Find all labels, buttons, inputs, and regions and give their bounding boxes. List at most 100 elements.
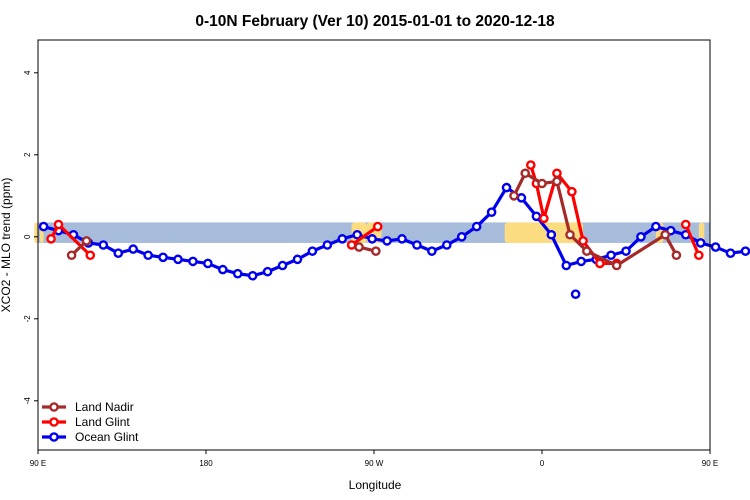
data-point <box>501 182 512 193</box>
data-point <box>552 176 562 187</box>
series-ocean-glint <box>38 182 750 300</box>
data-point <box>520 168 531 179</box>
series-segment <box>585 249 619 268</box>
x-tick-label: 90 W <box>365 459 384 468</box>
data-point <box>471 221 482 232</box>
y-tick-label: 4 <box>23 70 32 75</box>
data-point <box>217 264 228 275</box>
data-point <box>98 240 109 250</box>
data-point <box>337 234 348 244</box>
data-point <box>173 254 183 265</box>
data-point <box>456 231 467 242</box>
data-point <box>322 240 333 250</box>
chart-title: 0-10N February (Ver 10) 2015-01-01 to 20… <box>195 13 555 30</box>
legend-marker <box>49 402 59 412</box>
data-point <box>680 219 691 230</box>
land-region <box>698 222 705 243</box>
data-point <box>567 186 577 197</box>
legend-marker <box>49 417 59 427</box>
data-point <box>354 242 364 252</box>
data-point <box>740 246 750 256</box>
plot-frame <box>37 39 711 451</box>
data-point <box>372 221 383 232</box>
series-segment <box>615 233 667 268</box>
data-point <box>526 160 536 170</box>
data-point <box>262 266 273 277</box>
x-axis-label: Longitude <box>349 478 402 492</box>
data-point <box>81 236 92 246</box>
series-segment <box>350 224 380 247</box>
data-point <box>441 240 452 250</box>
land-region <box>504 222 584 243</box>
data-point <box>188 256 198 267</box>
legend-entry: Land Nadir <box>42 400 134 414</box>
data-point <box>516 193 527 203</box>
x-tick-label: 90 E <box>702 459 718 468</box>
data-point <box>565 229 575 240</box>
data-point <box>412 240 422 250</box>
y-tick-label: -2 <box>23 315 32 323</box>
data-point <box>570 289 581 300</box>
y-tick-label: 0 <box>23 234 32 239</box>
data-point <box>382 236 392 246</box>
legend-label: Ocean Glint <box>75 430 139 444</box>
data-point <box>595 258 605 269</box>
legend-label: Land Nadir <box>75 400 134 414</box>
series-segment <box>534 181 546 220</box>
series-segment <box>56 222 92 257</box>
legend-label: Land Glint <box>75 415 130 429</box>
data-point <box>710 242 721 252</box>
series-segment <box>570 190 585 243</box>
data-point <box>46 234 56 244</box>
data-point <box>725 248 736 258</box>
data-point <box>277 260 288 271</box>
legend-marker <box>49 432 59 442</box>
x-tick-label: 90 E <box>30 459 46 468</box>
legend-entry: Ocean Glint <box>42 430 139 444</box>
data-point <box>509 190 519 201</box>
series-land-glint <box>46 160 704 269</box>
data-point <box>352 229 363 240</box>
data-point <box>427 246 437 256</box>
data-point <box>158 252 168 263</box>
data-point <box>486 207 497 217</box>
data-point <box>232 268 243 279</box>
data-point <box>203 258 213 269</box>
x-tick-label: 180 <box>199 459 213 468</box>
land-region <box>34 222 38 243</box>
data-point <box>85 250 96 261</box>
series-layer <box>38 160 750 300</box>
data-point <box>695 238 706 248</box>
data-point <box>113 248 124 258</box>
data-point <box>53 219 64 230</box>
data-point <box>346 240 357 250</box>
data-point <box>531 211 542 222</box>
data-point <box>576 256 587 267</box>
data-point <box>38 221 49 232</box>
data-point <box>371 246 381 256</box>
data-point <box>582 246 592 256</box>
x-tick-label: 0 <box>540 459 545 468</box>
data-point <box>537 178 547 189</box>
data-point <box>552 168 562 179</box>
legend-entry: Land Glint <box>42 415 130 429</box>
data-point <box>578 236 588 246</box>
data-point <box>307 246 318 256</box>
data-point <box>606 250 616 261</box>
data-point <box>561 260 572 271</box>
data-point <box>397 234 407 244</box>
data-point <box>66 250 77 261</box>
series-land-nadir <box>66 168 682 271</box>
y-axis-label: XCO2 - MLO trend (ppm) <box>0 178 13 313</box>
series-segment <box>555 179 572 237</box>
data-point <box>611 260 622 271</box>
data-point <box>247 270 258 281</box>
data-point <box>671 250 682 261</box>
data-point <box>128 244 138 254</box>
data-point <box>660 229 671 240</box>
data-point <box>546 229 557 240</box>
data-point <box>292 254 303 265</box>
data-point <box>367 234 377 244</box>
